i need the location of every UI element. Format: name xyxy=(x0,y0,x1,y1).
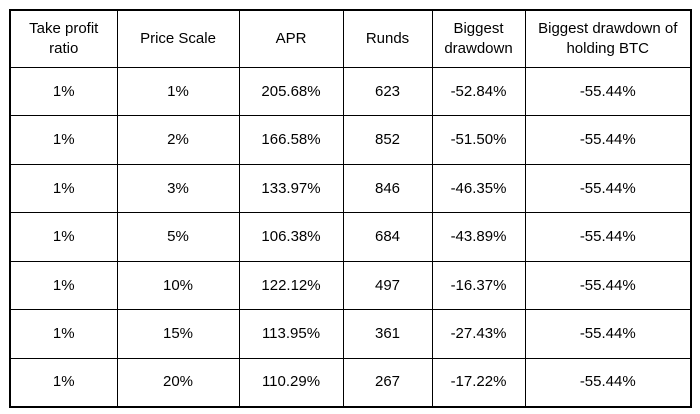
table-cell: 1% xyxy=(9,66,118,116)
table-cell: 1% xyxy=(116,66,240,116)
table-cell: 1% xyxy=(9,212,118,262)
table-cell: -51.50% xyxy=(431,115,526,165)
table-cell: 20% xyxy=(116,357,240,407)
table-cell: 623 xyxy=(342,66,433,116)
table-cell: -16.37% xyxy=(431,260,526,310)
table-cell: 497 xyxy=(342,260,433,310)
table-cell: -17.22% xyxy=(431,357,526,407)
table-cell: 122.12% xyxy=(238,260,344,310)
table-row: 1% 15% 113.95% 361 -27.43% -55.44% xyxy=(9,309,692,359)
table-cell: -55.44% xyxy=(524,115,692,165)
table-cell: 852 xyxy=(342,115,433,165)
column-header-4: Biggest drawdown xyxy=(431,9,526,68)
table-cell: -27.43% xyxy=(431,309,526,359)
table-cell: -52.84% xyxy=(431,66,526,116)
table-cell: -55.44% xyxy=(524,260,692,310)
table-cell: 1% xyxy=(9,260,118,310)
table-cell: 15% xyxy=(116,309,240,359)
table-cell: 10% xyxy=(116,260,240,310)
table-cell: 267 xyxy=(342,357,433,407)
table-cell: 1% xyxy=(9,115,118,165)
table-cell: 205.68% xyxy=(238,66,344,116)
table-cell: 684 xyxy=(342,212,433,262)
table-row: 1% 5% 106.38% 684 -43.89% -55.44% xyxy=(9,212,692,262)
table-cell: 133.97% xyxy=(238,163,344,213)
table-cell: 1% xyxy=(9,357,118,407)
table-cell: 3% xyxy=(116,163,240,213)
column-header-3: Runds xyxy=(342,9,433,68)
table-cell: 846 xyxy=(342,163,433,213)
table-cell: -55.44% xyxy=(524,163,692,213)
table-row: 1% 3% 133.97% 846 -46.35% -55.44% xyxy=(9,163,692,213)
table-cell: 361 xyxy=(342,309,433,359)
column-header-1: Price Scale xyxy=(116,9,240,68)
column-header-5: Biggest drawdown of holding BTC xyxy=(524,9,692,68)
table-cell: -55.44% xyxy=(524,357,692,407)
table-cell: 113.95% xyxy=(238,309,344,359)
table-cell: 1% xyxy=(9,309,118,359)
column-header-2: APR xyxy=(238,9,344,68)
table-body: 1% 1% 205.68% 623 -52.84% -55.44% 1% 2% 166.58% 8… xyxy=(9,66,692,407)
table-row: 1% 1% 205.68% 623 -52.84% -55.44% xyxy=(9,66,692,116)
table-cell: -43.89% xyxy=(431,212,526,262)
backtest-results-table: Take profit ratio Price Scale APR Runds Bigg… xyxy=(9,9,692,408)
header-row: Take profit ratio Price Scale APR Runds Bigg… xyxy=(9,9,692,68)
table-cell: 110.29% xyxy=(238,357,344,407)
table-row: 1% 20% 110.29% 267 -17.22% -55.44% xyxy=(9,357,692,407)
table-cell: -46.35% xyxy=(431,163,526,213)
table-row: 1% 10% 122.12% 497 -16.37% -55.44% xyxy=(9,260,692,310)
table-cell: 106.38% xyxy=(238,212,344,262)
table-row: 1% 2% 166.58% 852 -51.50% -55.44% xyxy=(9,115,692,165)
table-cell: 5% xyxy=(116,212,240,262)
table-cell: 1% xyxy=(9,163,118,213)
table-cell: 166.58% xyxy=(238,115,344,165)
table-cell: -55.44% xyxy=(524,309,692,359)
results-table-container: Take profit ratio Price Scale APR Runds Bigg… xyxy=(9,9,692,408)
table-cell: -55.44% xyxy=(524,212,692,262)
table-cell: -55.44% xyxy=(524,66,692,116)
column-header-0: Take profit ratio xyxy=(9,9,118,68)
table-cell: 2% xyxy=(116,115,240,165)
